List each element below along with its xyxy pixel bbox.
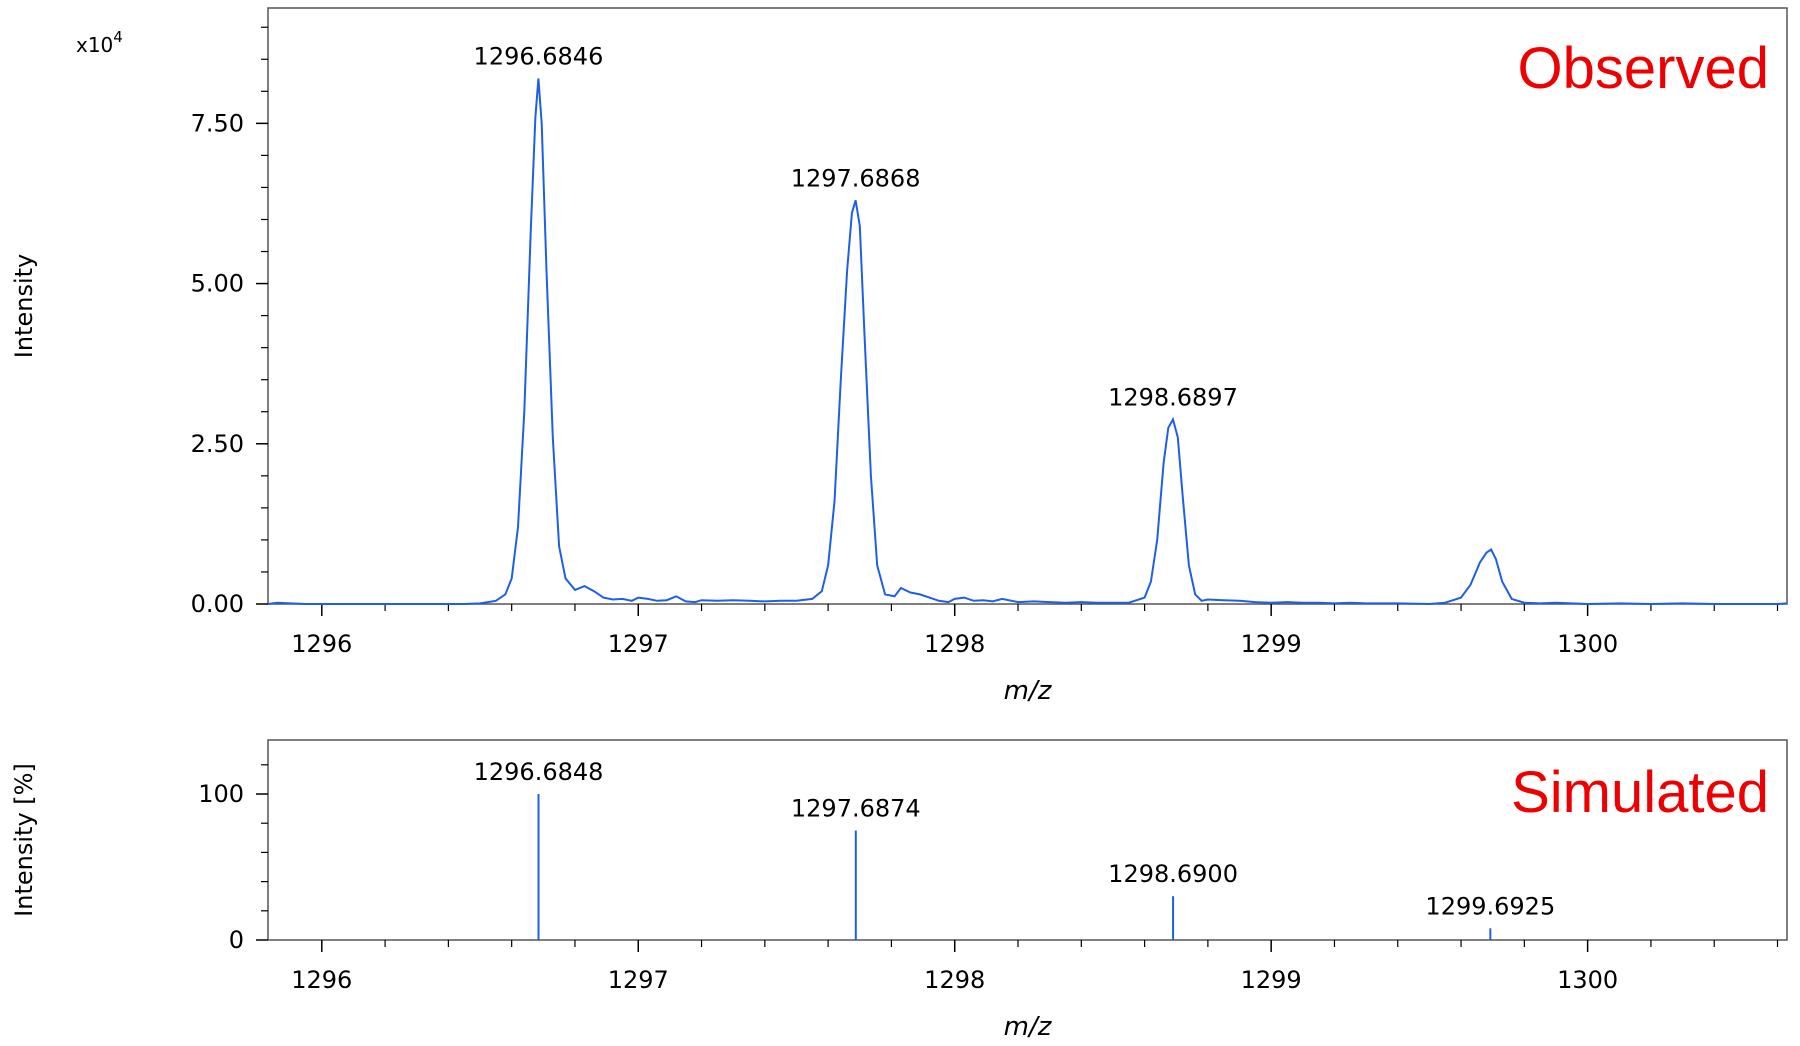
observed-spectrum-line bbox=[267, 78, 1788, 606]
observed-y-tick-label: 7.50 bbox=[191, 109, 244, 137]
observed-x-tick-label: 1299 bbox=[1241, 630, 1302, 658]
simulated-x-tick-label: 1300 bbox=[1557, 966, 1618, 994]
observed-y-axis-title: Intensity bbox=[10, 254, 38, 358]
observed-x-tick-label: 1297 bbox=[608, 630, 669, 658]
simulated-y-tick-label: 0 bbox=[229, 926, 244, 954]
simulated-x-axis-title: m/z bbox=[1004, 1012, 1053, 1042]
simulated-x-tick-label: 1299 bbox=[1241, 966, 1302, 994]
observed-plot-frame bbox=[267, 7, 1788, 605]
observed-panel-label: Observed bbox=[1518, 36, 1769, 101]
observed-x-axis-title: m/z bbox=[1004, 676, 1053, 706]
observed-y-tick-label: 0.00 bbox=[191, 590, 244, 618]
observed-panel: 1296.6846 1297.6868 1298.6897 Observed x10… bbox=[10, 7, 1788, 706]
simulated-y-tick-label: 100 bbox=[198, 780, 244, 808]
simulated-panel-label: Simulated bbox=[1511, 760, 1769, 825]
observed-peak-label: 1296.6846 bbox=[474, 42, 604, 70]
simulated-y-axis-title: Intensity [%] bbox=[10, 763, 38, 917]
observed-x-tick-label: 1296 bbox=[291, 630, 352, 658]
simulated-bars bbox=[537, 794, 1492, 940]
simulated-bar-label: 1298.6900 bbox=[1108, 860, 1238, 888]
simulated-plot-frame bbox=[267, 739, 1788, 941]
observed-x-tick-label: 1298 bbox=[924, 630, 985, 658]
observed-peak-labels: 1296.6846 1297.6868 1298.6897 bbox=[474, 42, 1238, 411]
simulated-tick-marks bbox=[256, 764, 1779, 952]
observed-y-tick-label: 2.50 bbox=[191, 430, 244, 458]
observed-y-tick-label: 5.00 bbox=[191, 270, 244, 298]
simulated-panel: 1296.6848 1297.6874 1298.6900 1299.6925 Sim… bbox=[10, 739, 1788, 1042]
simulated-bar-label: 1297.6874 bbox=[791, 795, 921, 823]
simulated-bar-label: 1299.6925 bbox=[1425, 892, 1555, 920]
observed-peak-label: 1297.6868 bbox=[791, 164, 921, 192]
simulated-x-tick-label: 1297 bbox=[608, 966, 669, 994]
y-multiplier-label: x104 bbox=[76, 28, 123, 57]
y-multiplier-exponent: 4 bbox=[113, 28, 123, 46]
observed-spectrum-line-group bbox=[267, 78, 1788, 606]
observed-x-tick-label: 1300 bbox=[1557, 630, 1618, 658]
simulated-bar-label: 1296.6848 bbox=[474, 758, 604, 786]
observed-peak-label: 1298.6897 bbox=[1108, 383, 1238, 411]
simulated-x-tick-label: 1298 bbox=[924, 966, 985, 994]
simulated-peak-labels: 1296.6848 1297.6874 1298.6900 1299.6925 bbox=[474, 758, 1556, 920]
y-multiplier-base: x10 bbox=[76, 33, 113, 57]
simulated-x-tick-label: 1296 bbox=[291, 966, 352, 994]
observed-tick-marks bbox=[256, 26, 1779, 616]
